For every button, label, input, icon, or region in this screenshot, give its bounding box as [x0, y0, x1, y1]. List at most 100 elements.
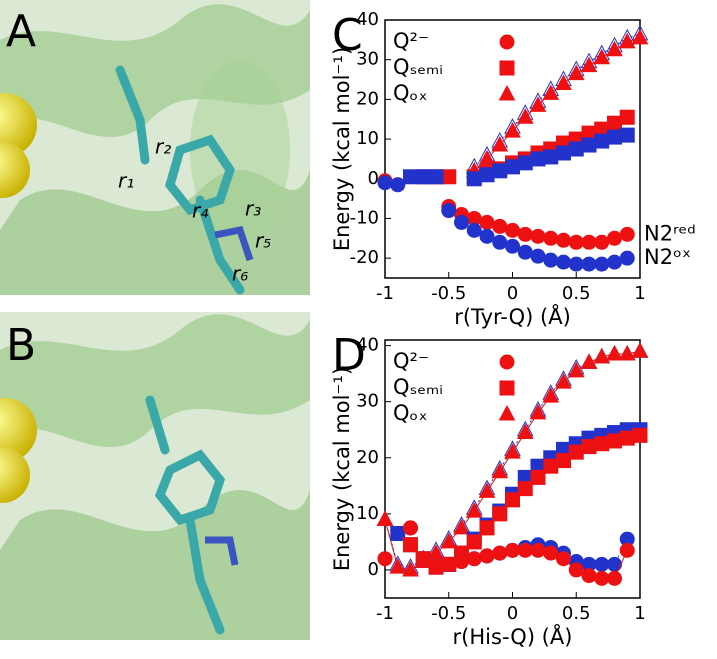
point [556, 551, 571, 567]
point [465, 502, 483, 518]
point [376, 510, 394, 526]
point [594, 133, 610, 149]
point [543, 458, 559, 474]
point [517, 155, 533, 171]
point [504, 443, 521, 459]
point [619, 109, 635, 125]
x-tick-label: 0 [507, 283, 518, 304]
point [479, 167, 495, 183]
point [593, 48, 611, 65]
y-tick-label: -10 [350, 207, 379, 228]
point [543, 230, 559, 246]
point [580, 353, 598, 369]
point [428, 169, 444, 185]
point [403, 520, 418, 536]
point [479, 214, 495, 230]
point [441, 169, 457, 185]
x-tick-label: 1 [634, 603, 645, 624]
legend-label: Qₛₑₘᵢ [393, 375, 443, 399]
point [568, 141, 584, 157]
point [607, 230, 622, 246]
structure-image-a [0, 0, 310, 295]
point [498, 84, 516, 101]
annotation: N2ᵒˣ [644, 245, 691, 269]
legend-label: Q²⁻ [393, 29, 429, 53]
point [567, 361, 585, 378]
point [492, 545, 508, 561]
x-tick-label: -0.5 [431, 603, 466, 624]
point [568, 234, 584, 250]
y-tick-label: 40 [356, 335, 379, 356]
point [542, 387, 560, 403]
point [389, 558, 407, 574]
point [581, 137, 597, 153]
point [466, 551, 482, 567]
x-tick-label: -0.5 [431, 283, 466, 304]
y-tick-label: 0 [368, 168, 379, 189]
point [516, 108, 534, 124]
point [427, 544, 445, 560]
point [441, 203, 457, 219]
point [517, 244, 533, 260]
x-tick-label: 0 [507, 603, 518, 624]
point [517, 481, 533, 497]
y-tick-label: 30 [356, 391, 379, 412]
point [543, 149, 559, 165]
point [478, 149, 496, 166]
point [581, 256, 597, 272]
legend-label: Qₒₓ [393, 401, 428, 425]
point [556, 232, 571, 248]
point [607, 433, 622, 449]
point [607, 129, 622, 145]
point [440, 532, 458, 549]
point [453, 518, 470, 535]
point [402, 560, 419, 577]
point [499, 34, 515, 50]
point [543, 252, 559, 268]
point [377, 175, 393, 191]
point [555, 74, 572, 91]
y-tick-label: 20 [356, 447, 379, 468]
image-annotation: r₁ [118, 169, 134, 193]
point [499, 380, 515, 396]
point [403, 169, 418, 185]
point [479, 548, 495, 564]
point [607, 570, 622, 586]
x-tick-label: 1 [634, 283, 645, 304]
annotation: N2ʳᵉᵈ [644, 221, 696, 245]
x-tick-label: 0.5 [562, 283, 591, 304]
point [492, 506, 508, 522]
point [618, 344, 636, 361]
point [466, 534, 482, 550]
point [505, 222, 520, 238]
point [631, 28, 649, 45]
x-tick-label: -1 [376, 283, 394, 304]
legend-label: Qₛₑₘᵢ [393, 55, 443, 79]
point [428, 559, 444, 575]
point [619, 226, 635, 242]
point [568, 444, 584, 460]
point [466, 222, 482, 238]
point [415, 169, 431, 185]
point [556, 453, 571, 469]
point [555, 373, 572, 389]
point [505, 492, 520, 508]
structure-image-b [0, 312, 310, 640]
point [594, 556, 610, 572]
point [403, 537, 418, 553]
point [580, 56, 598, 73]
point [377, 551, 393, 567]
point [556, 254, 571, 270]
point [516, 423, 534, 440]
point [505, 159, 520, 175]
point [454, 214, 469, 230]
point [499, 60, 515, 76]
point [498, 404, 516, 421]
x-axis-label: r(Tyr-Q) (Å) [454, 303, 571, 329]
point [505, 542, 520, 558]
point [542, 84, 560, 100]
point [593, 347, 611, 364]
y-tick-label: 40 [356, 9, 379, 30]
point [619, 430, 635, 446]
